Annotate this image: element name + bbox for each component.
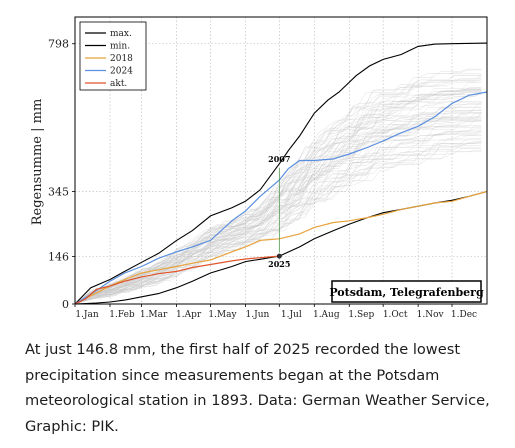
background-year-line bbox=[74, 74, 482, 305]
legend-label: max. bbox=[110, 29, 132, 39]
location-box-frame bbox=[331, 280, 482, 303]
y-tick-label: 146 bbox=[48, 250, 69, 263]
y-tick-label: 345 bbox=[48, 185, 69, 198]
background-year-line bbox=[74, 75, 482, 305]
y-axis-label: Regensumme | mm bbox=[30, 99, 45, 226]
x-tick-label: 1.Jun bbox=[246, 310, 270, 320]
background-year-line bbox=[74, 89, 482, 305]
location-box: Potsdam, Telegrafenberg bbox=[329, 280, 484, 303]
location-box-label: Potsdam, Telegrafenberg bbox=[329, 286, 484, 299]
x-tick-label: 1.Jan bbox=[75, 310, 99, 320]
precipitation-chart: 1.Jan 1.Feb 1.Mar 1.Apr 1.May 1.Jun 1.Jul 1.Aug… bbox=[30, 16, 488, 320]
x-tick-label: 1.Oct bbox=[383, 310, 408, 320]
marker-2025-dot bbox=[276, 253, 282, 259]
series-line-max bbox=[74, 42, 488, 305]
markers: 2007 2025 bbox=[268, 154, 290, 269]
background-year-line bbox=[74, 127, 482, 305]
series-line-akt bbox=[74, 255, 280, 305]
background-year-line bbox=[74, 92, 482, 305]
background-year-line bbox=[74, 93, 482, 305]
series-line-2024 bbox=[74, 91, 488, 305]
marker-2025-label: 2025 bbox=[268, 259, 290, 269]
background-year-line bbox=[74, 120, 482, 305]
x-tick-label: 1.Aug bbox=[313, 310, 340, 320]
x-tick-label: 1.Dec bbox=[451, 310, 477, 320]
legend: max. min. 2018 2024 akt. bbox=[79, 21, 147, 91]
x-tick-label: 1.Feb bbox=[109, 310, 135, 320]
plot-frame bbox=[74, 16, 488, 305]
axes: 1.Jan 1.Feb 1.Mar 1.Apr 1.May 1.Jun 1.Jul 1.Aug… bbox=[48, 16, 488, 320]
x-tick-label: 1.Nov bbox=[417, 310, 445, 320]
background-year-line bbox=[74, 138, 482, 305]
background-year-line bbox=[74, 118, 482, 305]
x-tick-label: 1.Mar bbox=[140, 310, 168, 320]
marker-2007-label: 2007 bbox=[268, 154, 290, 164]
background-year-line bbox=[74, 73, 482, 305]
x-tick-label: 1.Jul bbox=[281, 310, 302, 320]
legend-label: akt. bbox=[110, 79, 127, 89]
y-tick-label: 0 bbox=[62, 298, 69, 311]
x-tick-label: 1.Apr bbox=[176, 310, 202, 320]
y-tick-label: 798 bbox=[48, 38, 69, 51]
legend-label: 2024 bbox=[110, 67, 133, 77]
background-year-line bbox=[74, 128, 482, 305]
caption: At just 146.8 mm, the first half of 2025… bbox=[25, 341, 490, 435]
legend-label: min. bbox=[110, 42, 130, 52]
x-tick-label: 1.Sep bbox=[348, 310, 374, 320]
legend-label: 2018 bbox=[110, 54, 133, 64]
x-tick-label: 1.May bbox=[208, 310, 237, 320]
background-year-line bbox=[74, 142, 482, 305]
background-year-line bbox=[74, 116, 482, 305]
grid bbox=[75, 17, 487, 304]
background-year-line bbox=[74, 147, 482, 305]
background-year-line bbox=[74, 125, 482, 305]
background-year-line bbox=[74, 130, 482, 305]
